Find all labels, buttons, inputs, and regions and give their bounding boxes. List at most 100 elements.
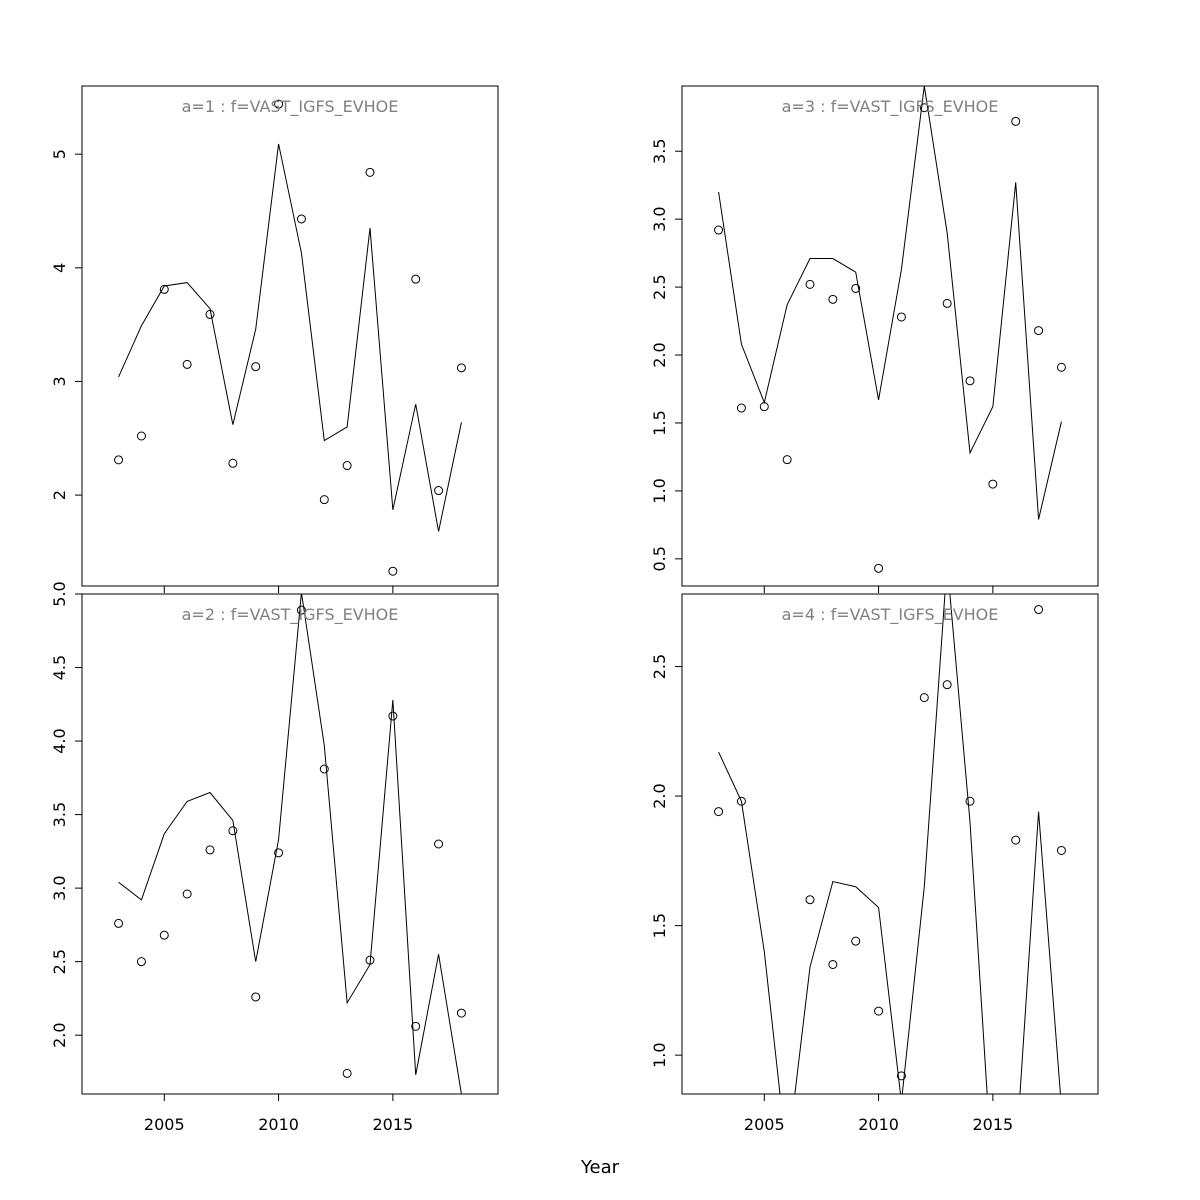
plot-frame (681, 85, 1099, 587)
y-tick-label: 2.0 (650, 342, 669, 367)
y-tick-label: 4.0 (50, 728, 69, 753)
y-tick-label: 2.0 (50, 1022, 69, 1047)
observed-point (1034, 326, 1044, 336)
y-tick-label: 3.0 (50, 875, 69, 900)
y-tick-label: 4.5 (50, 655, 69, 680)
observed-point (805, 895, 815, 905)
observed-point (1011, 116, 1021, 126)
observed-point (228, 458, 238, 468)
observed-point (434, 839, 444, 849)
x-axis-label: Year (580, 1157, 620, 1178)
observed-point (388, 711, 398, 721)
observed-point (274, 848, 284, 858)
observed-point (965, 796, 975, 806)
x-tick-label: 2015 (972, 1115, 1013, 1134)
observed-point (136, 431, 146, 441)
x-tick-label: 2010 (258, 1115, 299, 1134)
y-tick-label: 1.0 (650, 1042, 669, 1067)
observed-point (296, 605, 306, 615)
panel-data (114, 594, 466, 1094)
observed-point (136, 957, 146, 967)
observed-point (942, 298, 952, 308)
observed-point (411, 274, 421, 284)
panel-3: 2.0 2.5 3.0 3.5 4.0 4.5 5.0 2005 2010 2015 a=2 : f… (50, 581, 499, 1134)
observed-point (919, 103, 929, 113)
y-tick-label: 0.5 (650, 546, 669, 571)
panel-data (714, 86, 1066, 573)
observed-point (274, 99, 284, 109)
observed-point (159, 284, 169, 294)
panel-2: 0.5 1.0 1.5 2.0 2.5 3.0 3.5 a=3 : f=VAST_IGFS_E… (650, 85, 1099, 593)
x-tick-label: 2005 (744, 1115, 785, 1134)
y-tick-label: 5 (50, 149, 69, 159)
panel-4: 1.0 1.5 2.0 2.5 2005 2010 2015 a=4 : f=VAST_IGF… (650, 593, 1099, 1134)
observed-point (365, 955, 375, 965)
observed-point (205, 845, 215, 855)
observed-point (342, 461, 352, 471)
observed-point (456, 1008, 466, 1018)
y-tick-label: 3.5 (50, 802, 69, 827)
fitted-line (118, 594, 462, 1094)
observed-point (874, 563, 884, 573)
observed-point (874, 1006, 884, 1016)
panel-1: 2 3 4 5 a=1 : f=VAST_IGFS_EVHOE (50, 85, 499, 593)
observed-point (205, 309, 215, 319)
y-tick-label: 1.5 (650, 410, 669, 435)
observed-point (1034, 605, 1044, 615)
y-tick-label: 2.5 (650, 274, 669, 299)
observed-point (388, 566, 398, 576)
observed-point (714, 807, 724, 817)
observed-point (251, 992, 261, 1002)
fitted-line (118, 143, 462, 532)
observed-point (714, 225, 724, 235)
observed-point (736, 796, 746, 806)
observed-point (159, 930, 169, 940)
panel-title: a=4 : f=VAST_IGFS_EVHOE (782, 605, 999, 625)
x-tick-label: 2010 (858, 1115, 899, 1134)
observed-point (182, 889, 192, 899)
observed-point (896, 312, 906, 322)
y-tick-label: 3.0 (650, 206, 669, 231)
fitted-line (718, 594, 1061, 1094)
plot-frame (681, 593, 1099, 1095)
panel-data (114, 99, 466, 576)
y-tick-label: 3.5 (650, 138, 669, 163)
y-tick-label: 1.0 (650, 478, 669, 503)
observed-point (851, 936, 861, 946)
y-tick-label: 5.0 (50, 581, 69, 606)
observed-point (228, 826, 238, 836)
y-tick-label: 2.5 (50, 949, 69, 974)
y-tick-label: 2.5 (650, 654, 669, 679)
observed-point (805, 279, 815, 289)
y-tick-label: 1.5 (650, 913, 669, 938)
observed-point (828, 959, 838, 969)
observed-point (251, 362, 261, 372)
observed-point (1011, 835, 1021, 845)
observed-point (988, 479, 998, 489)
observed-point (114, 455, 124, 465)
y-tick-label: 4 (50, 263, 69, 273)
observed-point (319, 764, 329, 774)
observed-point (736, 403, 746, 413)
observed-point (342, 1068, 352, 1078)
x-tick-label: 2005 (144, 1115, 185, 1134)
observed-point (456, 363, 466, 373)
panel-title: a=2 : f=VAST_IGFS_EVHOE (182, 605, 399, 625)
panel-title: a=3 : f=VAST_IGFS_EVHOE (782, 97, 999, 117)
observed-point (1056, 362, 1066, 372)
observed-point (319, 495, 329, 505)
observed-point (365, 167, 375, 177)
observed-point (114, 918, 124, 928)
observed-point (851, 283, 861, 293)
observed-point (1056, 845, 1066, 855)
panel-data (714, 594, 1066, 1094)
observed-point (828, 294, 838, 304)
observed-point (759, 402, 769, 412)
panel-title: a=1 : f=VAST_IGFS_EVHOE (182, 97, 399, 117)
plot-frame (81, 85, 499, 587)
observed-point (942, 680, 952, 690)
plot-frame (81, 593, 499, 1095)
